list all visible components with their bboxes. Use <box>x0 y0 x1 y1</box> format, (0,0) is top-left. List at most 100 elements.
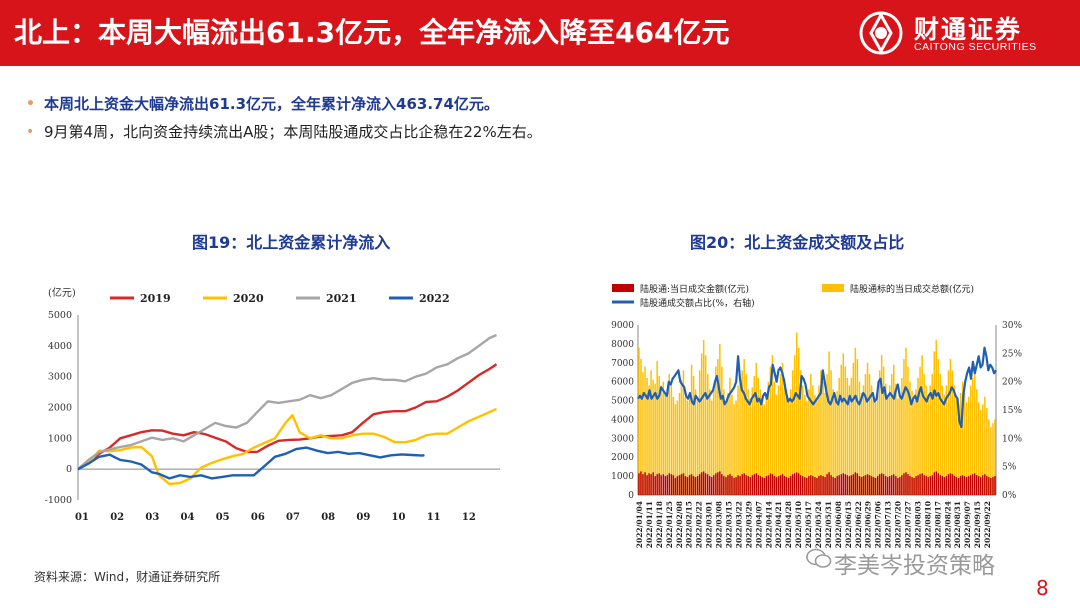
bar-northbound-turnover <box>694 477 697 495</box>
bar-northbound-turnover <box>860 477 863 495</box>
bar-total-turnover <box>921 355 923 495</box>
bar-northbound-turnover <box>646 475 648 495</box>
bar-northbound-turnover <box>638 473 640 495</box>
x-tick-label: 2022/03/08 <box>715 501 724 548</box>
bar-total-turnover <box>949 359 952 495</box>
y-tick-label: 0 <box>66 464 72 475</box>
bar-northbound-turnover <box>862 476 865 495</box>
bar-northbound-turnover <box>731 476 733 495</box>
bar-total-turnover <box>725 400 727 495</box>
bar-total-turnover <box>783 377 786 495</box>
bar-total-turnover <box>866 362 869 495</box>
x-tick-label: 2022/03/22 <box>734 501 743 548</box>
bar-northbound-turnover <box>802 476 804 495</box>
x-tick-label: 05 <box>216 512 230 523</box>
bar-total-turnover <box>670 385 673 495</box>
bar-northbound-turnover <box>674 478 677 495</box>
x-tick-label: 2022/03/01 <box>705 501 714 548</box>
bar-northbound-turnover <box>874 478 877 495</box>
bar-total-turnover <box>895 383 897 495</box>
bar-total-turnover <box>702 340 705 495</box>
x-tick-label: 2022/04/28 <box>784 501 793 548</box>
bar-northbound-turnover <box>959 476 962 495</box>
bar-total-turnover <box>971 377 974 495</box>
legend-swatch <box>822 284 844 292</box>
bar-total-turnover <box>848 385 851 495</box>
bar-northbound-turnover <box>899 477 901 495</box>
bar-total-turnover <box>791 370 794 495</box>
x-tick-label: 2022/07/20 <box>894 501 903 548</box>
bar-total-turnover <box>650 370 652 495</box>
bar-northbound-turnover <box>717 472 719 495</box>
bar-total-turnover <box>939 374 942 495</box>
bar-northbound-turnover <box>850 475 853 495</box>
bar-total-turnover <box>826 374 828 495</box>
x-tick-label: 02 <box>110 512 124 523</box>
bar-total-turnover <box>850 377 853 495</box>
bar-northbound-turnover <box>814 477 816 495</box>
y2-tick-label: 10% <box>1002 434 1022 444</box>
bar-northbound-turnover <box>640 471 642 495</box>
bar-northbound-turnover <box>893 474 895 495</box>
bar-total-turnover <box>885 383 887 495</box>
bar-total-turnover <box>822 381 824 495</box>
bar-total-turnover <box>735 400 737 495</box>
bar-total-turnover <box>933 351 936 495</box>
bar-northbound-turnover <box>935 471 938 495</box>
bar-total-turnover <box>680 379 683 495</box>
legend-swatch <box>612 284 634 292</box>
bar-total-turnover <box>692 376 695 495</box>
x-tick-label: 11 <box>427 512 441 523</box>
bar-total-turnover <box>729 377 731 495</box>
bar-northbound-turnover <box>994 476 996 495</box>
bar-northbound-turnover <box>800 475 802 495</box>
bar-northbound-turnover <box>945 476 948 495</box>
bar-total-turnover <box>640 359 642 495</box>
bar-total-turnover <box>943 394 946 495</box>
bar-total-turnover <box>684 396 687 495</box>
bar-northbound-turnover <box>919 474 921 495</box>
bar-northbound-turnover <box>889 476 891 495</box>
bar-northbound-turnover <box>666 475 669 495</box>
bar-total-turnover <box>733 404 735 495</box>
bar-total-turnover <box>870 385 873 495</box>
bar-northbound-turnover <box>753 474 756 495</box>
bar-total-turnover <box>806 400 808 495</box>
bar-total-turnover <box>676 400 679 495</box>
header-banner: 北上：本周大幅流出61.3亿元，全年净流入降至464亿元 财通证券 CAITON… <box>0 0 1080 66</box>
x-tick-label: 09 <box>356 512 370 523</box>
bar-northbound-turnover <box>830 475 832 495</box>
bar-total-turnover <box>678 393 681 495</box>
bar-total-turnover <box>868 374 871 495</box>
bar-northbound-turnover <box>652 472 654 495</box>
bar-total-turnover <box>814 394 816 495</box>
bar-total-turnover <box>812 385 814 495</box>
bar-northbound-turnover <box>834 478 836 495</box>
y2-tick-label: 30% <box>1002 321 1022 331</box>
bar-northbound-turnover <box>913 478 915 495</box>
bar-total-turnover <box>717 359 719 495</box>
bar-total-turnover <box>984 396 986 495</box>
bar-northbound-turnover <box>804 477 806 495</box>
bar-total-turnover <box>743 359 745 495</box>
bar-northbound-turnover <box>662 474 665 495</box>
x-tick-label: 2022/02/08 <box>675 501 684 548</box>
bar-total-turnover <box>765 394 768 495</box>
bar-total-turnover <box>808 389 810 495</box>
logo-text-cn: 财通证券 <box>914 15 1023 44</box>
bar-northbound-turnover <box>678 475 681 495</box>
bar-total-turnover <box>644 366 646 495</box>
bar-northbound-turnover <box>737 475 739 495</box>
bar-northbound-turnover <box>905 472 907 495</box>
bar-northbound-turnover <box>704 473 707 495</box>
x-tick-label: 2022/06/15 <box>844 501 853 548</box>
x-tick-label: 07 <box>286 512 300 523</box>
bar-total-turnover <box>830 370 832 495</box>
bar-northbound-turnover <box>907 474 909 495</box>
bar-total-turnover <box>700 353 703 495</box>
bar-total-turnover <box>753 376 756 495</box>
bar-northbound-turnover <box>953 476 956 495</box>
bar-total-turnover <box>755 362 758 495</box>
bar-total-turnover <box>654 383 656 495</box>
bar-northbound-turnover <box>773 476 776 495</box>
